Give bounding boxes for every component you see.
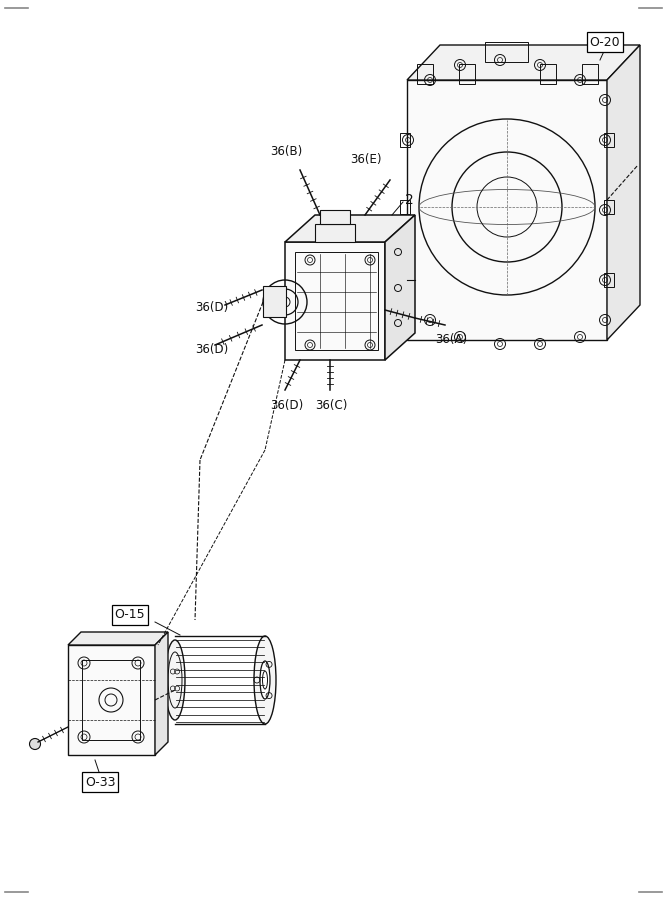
Text: O-33: O-33 [85,776,115,788]
Text: O-15: O-15 [115,608,145,622]
Polygon shape [407,45,640,80]
Ellipse shape [254,636,276,724]
Ellipse shape [165,640,185,720]
Polygon shape [68,632,168,645]
Polygon shape [155,632,168,755]
Text: 36(C): 36(C) [315,399,348,411]
Circle shape [29,739,41,750]
Polygon shape [315,224,355,242]
Polygon shape [607,45,640,340]
Text: 36(D): 36(D) [195,301,228,313]
Text: 36(B): 36(B) [270,146,302,158]
Polygon shape [263,286,286,317]
Text: O-20: O-20 [590,35,620,49]
Text: 2: 2 [405,193,414,207]
Text: 36(A): 36(A) [435,334,467,346]
Polygon shape [285,215,415,242]
Polygon shape [68,645,155,755]
Polygon shape [320,210,350,224]
Polygon shape [285,242,385,360]
Text: 36(D): 36(D) [270,399,303,411]
Polygon shape [385,215,415,360]
Polygon shape [407,80,607,340]
Ellipse shape [260,661,270,699]
Text: 36(E): 36(E) [350,154,382,166]
Text: 36(D): 36(D) [195,344,228,356]
